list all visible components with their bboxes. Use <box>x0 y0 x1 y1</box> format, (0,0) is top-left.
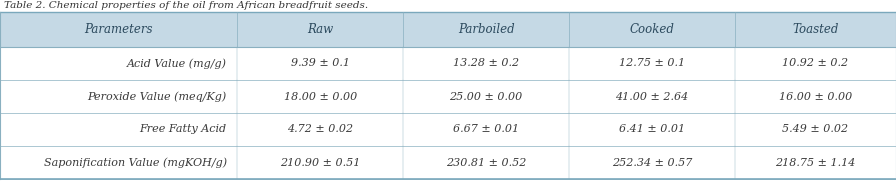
Bar <box>0 47 896 80</box>
Text: 252.34 ± 0.57: 252.34 ± 0.57 <box>612 158 692 168</box>
Text: 6.67 ± 0.01: 6.67 ± 0.01 <box>453 124 519 134</box>
Text: 25.00 ± 0.00: 25.00 ± 0.00 <box>450 92 522 102</box>
Text: Peroxide Value (meq/Kg): Peroxide Value (meq/Kg) <box>88 91 227 102</box>
Text: 210.90 ± 0.51: 210.90 ± 0.51 <box>280 158 360 168</box>
Text: Cooked: Cooked <box>629 23 675 36</box>
Text: Acid Value (mg/g): Acid Value (mg/g) <box>126 58 227 69</box>
Bar <box>0 113 896 146</box>
Text: 18.00 ± 0.00: 18.00 ± 0.00 <box>284 92 357 102</box>
Text: Toasted: Toasted <box>792 23 839 36</box>
Text: 6.41 ± 0.01: 6.41 ± 0.01 <box>619 124 685 134</box>
Text: 16.00 ± 0.00: 16.00 ± 0.00 <box>779 92 852 102</box>
Text: 13.28 ± 0.2: 13.28 ± 0.2 <box>453 59 519 68</box>
Text: Parboiled: Parboiled <box>458 23 514 36</box>
Text: Parameters: Parameters <box>84 23 153 36</box>
Text: Free Fatty Acid: Free Fatty Acid <box>140 124 227 134</box>
Text: Saponification Value (mgKOH/g): Saponification Value (mgKOH/g) <box>44 157 227 168</box>
Text: 41.00 ± 2.64: 41.00 ± 2.64 <box>616 92 688 102</box>
Text: 12.75 ± 0.1: 12.75 ± 0.1 <box>619 59 685 68</box>
Text: 218.75 ± 1.14: 218.75 ± 1.14 <box>775 158 856 168</box>
Text: Table 2. Chemical properties of the oil from African breadfruit seeds.: Table 2. Chemical properties of the oil … <box>4 1 368 10</box>
Bar <box>0 12 896 47</box>
Text: 230.81 ± 0.52: 230.81 ± 0.52 <box>446 158 526 168</box>
Bar <box>0 80 896 113</box>
Bar <box>0 146 896 179</box>
Text: 9.39 ± 0.1: 9.39 ± 0.1 <box>291 59 349 68</box>
Text: 4.72 ± 0.02: 4.72 ± 0.02 <box>288 124 353 134</box>
Text: 5.49 ± 0.02: 5.49 ± 0.02 <box>782 124 849 134</box>
Text: 10.92 ± 0.2: 10.92 ± 0.2 <box>782 59 849 68</box>
Text: Raw: Raw <box>307 23 333 36</box>
